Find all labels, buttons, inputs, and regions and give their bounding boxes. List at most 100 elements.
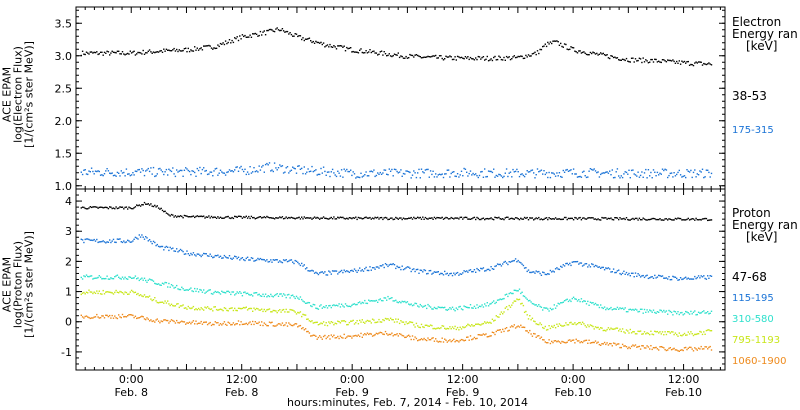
data-point [660, 219, 662, 221]
data-point [137, 317, 139, 319]
data-point [554, 268, 557, 270]
data-point [503, 218, 505, 221]
data-point [610, 174, 612, 176]
data-point [404, 300, 406, 303]
data-point [534, 320, 536, 323]
data-point [431, 217, 433, 219]
data-point [267, 216, 269, 218]
data-point [486, 321, 488, 323]
data-point [619, 217, 621, 219]
data-point [432, 55, 434, 57]
data-point [338, 271, 340, 274]
data-point [523, 267, 526, 269]
data-point [119, 53, 121, 55]
data-point [290, 309, 293, 311]
data-point [155, 319, 157, 321]
data-point [183, 48, 186, 50]
data-point [628, 219, 630, 221]
data-point [606, 307, 608, 309]
data-point [320, 322, 322, 324]
data-point [219, 255, 222, 257]
data-point [433, 327, 436, 330]
data-point [533, 332, 535, 335]
data-point [589, 51, 592, 54]
data-point [157, 207, 160, 209]
data-point [674, 332, 677, 334]
data-point [699, 277, 701, 279]
data-point [498, 263, 500, 266]
data-point [436, 57, 438, 59]
data-point [174, 286, 177, 289]
data-point [676, 312, 678, 315]
data-point [366, 332, 369, 334]
data-point [643, 276, 646, 279]
data-point [478, 56, 481, 58]
data-point [629, 308, 631, 310]
data-point [392, 300, 394, 302]
data-point [191, 170, 193, 172]
data-point [697, 219, 700, 221]
electron-legend-unit: [keV] [746, 39, 778, 53]
data-point [610, 327, 612, 329]
data-point [271, 261, 273, 263]
data-point [389, 217, 392, 219]
data-point [531, 53, 534, 55]
data-point [373, 267, 375, 269]
data-point [632, 272, 634, 274]
data-point [308, 170, 311, 173]
data-point [566, 341, 568, 343]
data-point [494, 216, 496, 218]
data-point [460, 308, 463, 310]
data-point [120, 170, 122, 172]
data-point [374, 300, 376, 302]
data-point [424, 304, 427, 307]
data-point [584, 324, 586, 327]
data-point [427, 55, 429, 58]
data-point [250, 257, 253, 259]
proton-legend-title-1: Proton [732, 206, 771, 220]
data-point [357, 52, 360, 54]
data-point [114, 208, 116, 210]
data-point [128, 206, 130, 208]
data-point [350, 335, 352, 337]
data-point [281, 165, 284, 167]
data-point [600, 344, 602, 346]
data-point [168, 49, 170, 51]
data-point [141, 295, 143, 297]
data-point [321, 217, 323, 219]
data-point [320, 336, 322, 339]
data-point [282, 172, 285, 174]
data-point [152, 166, 155, 169]
electron-plot-frame [75, 6, 726, 190]
data-point [487, 322, 490, 324]
data-point [645, 347, 647, 349]
data-point [226, 42, 228, 45]
data-point [125, 168, 128, 170]
data-point [468, 58, 470, 61]
data-point [163, 249, 165, 251]
data-point [611, 55, 613, 57]
data-point [179, 169, 182, 172]
data-point [581, 51, 584, 54]
data-point [569, 262, 571, 265]
data-point [378, 218, 380, 220]
data-point [289, 297, 291, 299]
data-point [656, 171, 659, 174]
data-point [569, 299, 571, 301]
data-point [250, 172, 253, 174]
data-point [214, 168, 216, 170]
data-point [192, 305, 195, 308]
data-point [172, 247, 174, 249]
data-point [456, 217, 459, 219]
data-point [281, 28, 284, 30]
data-point [250, 36, 253, 38]
data-point [388, 218, 390, 220]
data-point [329, 322, 331, 325]
data-point [152, 51, 155, 53]
data-point [250, 293, 253, 296]
data-point [623, 345, 625, 347]
data-point [695, 277, 697, 280]
data-point [451, 171, 454, 173]
data-point [272, 296, 274, 298]
data-point [246, 292, 249, 294]
